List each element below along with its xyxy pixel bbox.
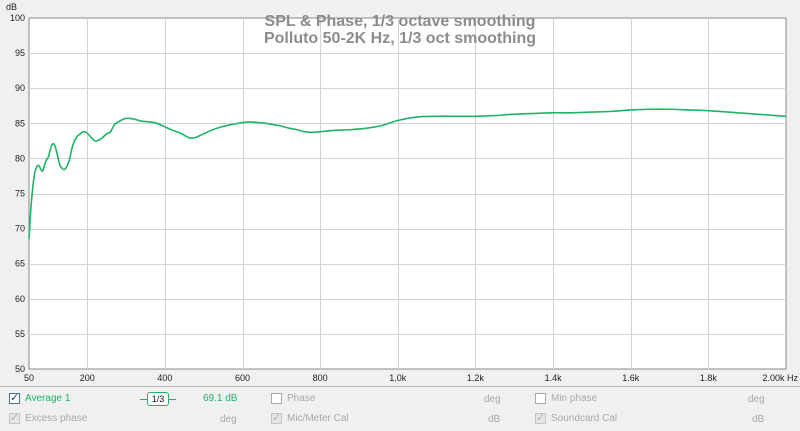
min-phase-unit: deg (748, 394, 765, 405)
y-tick-label: 95 (15, 48, 25, 58)
legend-mic-meter-cal[interactable]: Mic/Meter Cal (271, 411, 349, 425)
phase-label: Phase (287, 393, 316, 404)
y-tick-label: 85 (15, 118, 25, 128)
legend-phase[interactable]: Phase (271, 393, 315, 404)
soundcard-cal-label: Soundcard Cal (551, 413, 618, 424)
phase-unit: deg (484, 394, 501, 405)
min-phase-label: Min phase (551, 393, 598, 404)
min-phase-checkbox[interactable] (535, 393, 546, 404)
excess-phase-unit: deg (220, 414, 237, 425)
y-tick-label: 75 (15, 189, 25, 199)
plot-area[interactable] (28, 17, 787, 370)
chart-subtitle: Polluto 50-2K Hz, 1/3 oct smoothing (264, 30, 536, 47)
x-tick-label: 200 (80, 373, 95, 383)
legend-average[interactable]: Average 1 (9, 391, 71, 405)
legend-min-phase[interactable]: Min phase (535, 393, 597, 404)
average-label: Average 1 (25, 393, 71, 404)
x-tick-label: 1.8k (700, 373, 718, 383)
excess-phase-checkbox[interactable] (9, 411, 20, 425)
y-tick-label: 55 (15, 329, 25, 339)
legend-panel: Average 1 69.1 dB Phase deg Min phase de… (0, 386, 800, 431)
y-tick-label: 50 (15, 364, 25, 374)
x-tick-label: 1.6k (622, 373, 640, 383)
x-tick-label: 50 (24, 373, 34, 383)
y-tick-label: 80 (15, 153, 25, 163)
smoothing-label: 1/3 (147, 392, 169, 406)
average-value: 69.1 dB (203, 393, 237, 404)
y-tick-label: 100 (10, 13, 25, 23)
spl-chart: 50 55 60 65 70 75 80 85 90 95 100 50 200 400 600 800 1.… (6, 2, 799, 383)
average-checkbox[interactable] (9, 391, 20, 405)
x-tick-label: 1.2k (467, 373, 485, 383)
x-tick-label: 2.00k Hz (762, 373, 798, 383)
y-tick-label: 70 (15, 224, 25, 234)
x-tick-label: 400 (157, 373, 172, 383)
soundcard-cal-checkbox[interactable] (535, 411, 546, 425)
series-group (28, 108, 787, 240)
series-line-average-1[interactable] (28, 108, 787, 240)
x-tick-label: 1.0k (389, 373, 407, 383)
y-axis-label: dB (6, 2, 17, 12)
mic-meter-cal-unit: dB (488, 414, 501, 425)
grid-lines (29, 18, 786, 369)
x-tick-label: 600 (235, 373, 250, 383)
y-tick-label: 65 (15, 259, 25, 269)
mic-meter-cal-checkbox[interactable] (271, 411, 282, 425)
legend-soundcard-cal[interactable]: Soundcard Cal (535, 411, 618, 425)
smoothing-badge[interactable]: 1/3 (140, 392, 176, 406)
y-axis-ticks: 50 55 60 65 70 75 80 85 90 95 100 (10, 13, 25, 374)
soundcard-cal-unit: dB (752, 414, 765, 425)
average-value-text: 69.1 dB (203, 393, 238, 404)
phase-checkbox[interactable] (271, 393, 282, 404)
y-tick-label: 90 (15, 83, 25, 93)
smoothing-line-right (168, 399, 176, 400)
mic-meter-cal-label: Mic/Meter Cal (287, 413, 349, 424)
legend-excess-phase[interactable]: Excess phase (9, 411, 88, 425)
x-tick-label: 800 (313, 373, 328, 383)
y-tick-label: 60 (15, 294, 25, 304)
chart-title: SPL & Phase, 1/3 octave smoothing (265, 13, 536, 30)
smoothing-line-left (140, 399, 148, 400)
excess-phase-label: Excess phase (25, 413, 88, 424)
x-axis-ticks: 50 200 400 600 800 1.0k 1.2k 1.4k 1.6k 1.8k 2.00k … (24, 373, 798, 383)
x-tick-label: 1.4k (545, 373, 563, 383)
